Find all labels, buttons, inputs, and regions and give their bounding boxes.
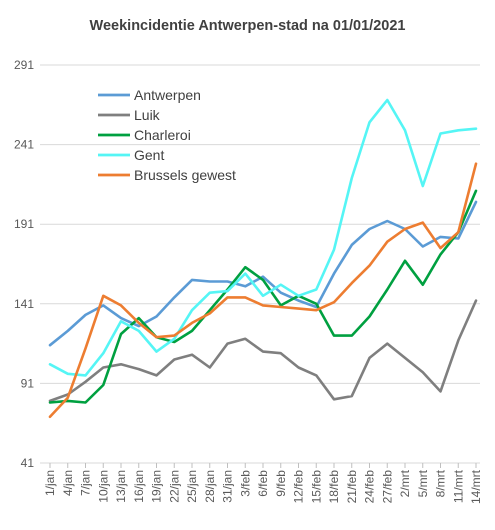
x-tick-label: 25/jan — [185, 470, 199, 503]
y-tick-label: 291 — [14, 58, 34, 72]
x-tick-label: 19/jan — [150, 470, 164, 503]
x-tick-label: 13/jan — [114, 470, 128, 503]
x-tick-label: 8/mrt — [434, 469, 448, 497]
x-tick-label: 22/jan — [167, 470, 181, 503]
x-tick-label: 27/feb — [380, 470, 394, 504]
x-tick-label: 4/jan — [61, 470, 75, 496]
legend-label: Gent — [134, 147, 164, 163]
x-tick-label: 5/mrt — [416, 469, 430, 497]
x-tick-label: 14/mrt — [469, 469, 483, 504]
x-tick-label: 16/jan — [132, 470, 146, 503]
legend-label: Luik — [134, 107, 161, 123]
series-line-0 — [48, 200, 478, 347]
series-line-3 — [48, 98, 478, 377]
chart-title: Weekincidentie Antwerpen-stad na 01/01/2… — [89, 18, 406, 34]
y-tick-label: 241 — [14, 138, 34, 152]
x-tick-label: 28/jan — [203, 470, 217, 503]
series-line-4 — [48, 162, 478, 419]
x-tick-label: 24/feb — [363, 470, 377, 504]
x-tick-label: 1/jan — [43, 470, 57, 496]
x-tick-label: 12/feb — [292, 470, 306, 504]
series-line-1 — [48, 299, 478, 403]
legend-label: Antwerpen — [134, 87, 201, 103]
x-tick-label: 15/feb — [309, 470, 323, 504]
y-tick-label: 191 — [14, 217, 34, 231]
x-tick-label: 6/feb — [256, 470, 270, 497]
x-tick-label: 9/feb — [274, 470, 288, 497]
x-tick-label: 7/jan — [79, 470, 93, 496]
legend-label: Charleroi — [134, 127, 191, 143]
y-tick-label: 141 — [14, 297, 34, 311]
x-tick-label: 3/feb — [238, 470, 252, 497]
x-tick-label: 10/jan — [96, 470, 110, 503]
x-tick-label: 2/mrt — [398, 469, 412, 497]
legend-label: Brussels gewest — [134, 167, 236, 183]
y-tick-label: 41 — [21, 456, 35, 470]
series-line-2 — [48, 189, 478, 404]
y-tick-label: 91 — [21, 376, 35, 390]
x-tick-label: 18/feb — [327, 470, 341, 504]
x-tick-label: 11/mrt — [451, 469, 465, 503]
x-tick-label: 31/jan — [221, 470, 235, 503]
x-tick-label: 21/feb — [345, 470, 359, 504]
